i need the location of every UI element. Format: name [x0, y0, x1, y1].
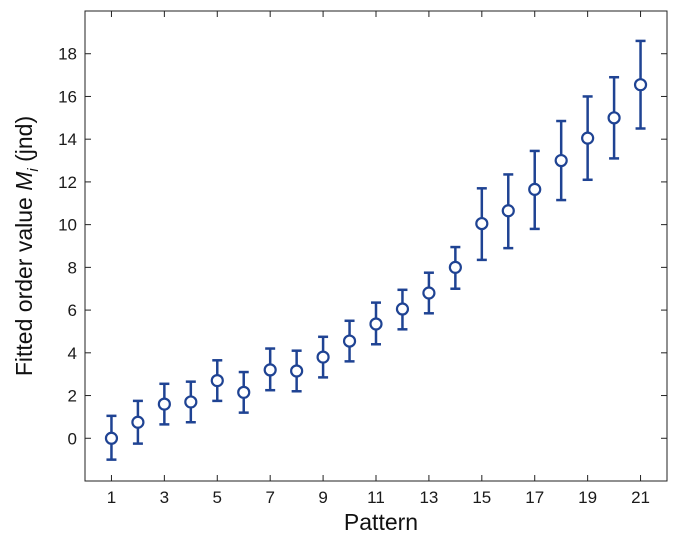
- y-axis-ticks: 0 2 4 6 8 10 12 14 16 18: [58, 45, 667, 448]
- y-tick-label: 14: [58, 130, 77, 149]
- data-point: [316, 350, 330, 364]
- y-tick-label: 16: [58, 87, 77, 106]
- x-tick-label: 9: [318, 488, 327, 507]
- data-point-group: [528, 149, 542, 231]
- data-point: [104, 431, 119, 445]
- data-point-group: [422, 271, 436, 315]
- data-point: [157, 397, 171, 411]
- y-tick-label: 18: [58, 45, 77, 64]
- data-point-group: [475, 187, 489, 262]
- y-tick-label: 6: [68, 301, 77, 320]
- x-axis-ticks: 1 3 5 7 9 11 13 15 17 19 21: [107, 11, 650, 507]
- data-point: [528, 182, 542, 196]
- data-point-group: [316, 335, 330, 379]
- data-point-group: [369, 301, 383, 346]
- y-tick-label: 8: [68, 258, 77, 277]
- data-point: [554, 153, 568, 168]
- data-point-group: [237, 370, 251, 414]
- data-point-group: [184, 380, 198, 424]
- data-point-group: [131, 399, 145, 445]
- data-point-group: [554, 119, 568, 202]
- data-point: [475, 216, 489, 231]
- data-point-group: [581, 95, 595, 182]
- x-tick-label: 5: [213, 488, 222, 507]
- y-tick-label: 12: [58, 173, 77, 192]
- plot-frame: [84, 10, 668, 482]
- x-tick-label: 3: [160, 488, 169, 507]
- data-point-group: [395, 288, 410, 331]
- data-point: [237, 385, 251, 399]
- data-point-group: [633, 39, 648, 130]
- data-point-group: [104, 414, 119, 461]
- x-tick-label: 21: [631, 488, 650, 507]
- y-tick-label: 10: [58, 216, 77, 235]
- data-point: [607, 111, 621, 125]
- x-tick-label: 19: [578, 488, 597, 507]
- data-point-group: [342, 319, 357, 363]
- data-point: [184, 395, 198, 409]
- x-tick-label: 17: [525, 488, 544, 507]
- data-point-group: [157, 382, 171, 426]
- y-tick-label: 0: [68, 429, 77, 448]
- x-tick-label: 7: [265, 488, 274, 507]
- x-tick-label: 11: [367, 488, 385, 507]
- data-series: [104, 39, 648, 461]
- data-point-group: [290, 349, 304, 393]
- data-point: [581, 131, 595, 145]
- data-point: [395, 302, 410, 316]
- data-point-group: [448, 245, 462, 290]
- data-point: [290, 364, 304, 378]
- data-point: [369, 317, 383, 331]
- data-point-group: [210, 359, 224, 403]
- data-point: [131, 415, 145, 429]
- data-point-group: [263, 347, 277, 392]
- data-point: [263, 363, 277, 377]
- data-point: [501, 204, 515, 218]
- x-tick-label: 15: [472, 488, 491, 507]
- data-point: [422, 286, 436, 300]
- data-point: [633, 78, 648, 92]
- data-point-group: [607, 75, 621, 160]
- data-point: [448, 260, 462, 274]
- x-tick-label: 13: [419, 488, 438, 507]
- x-axis-title: Pattern: [344, 509, 418, 535]
- y-tick-label: 2: [68, 387, 77, 406]
- data-point: [210, 373, 224, 388]
- data-point: [342, 334, 357, 348]
- x-tick-label: 1: [107, 488, 116, 507]
- y-tick-label: 4: [68, 344, 77, 363]
- y-axis-title: Fitted order value Mi (jnd): [11, 116, 42, 376]
- data-point-group: [501, 173, 515, 250]
